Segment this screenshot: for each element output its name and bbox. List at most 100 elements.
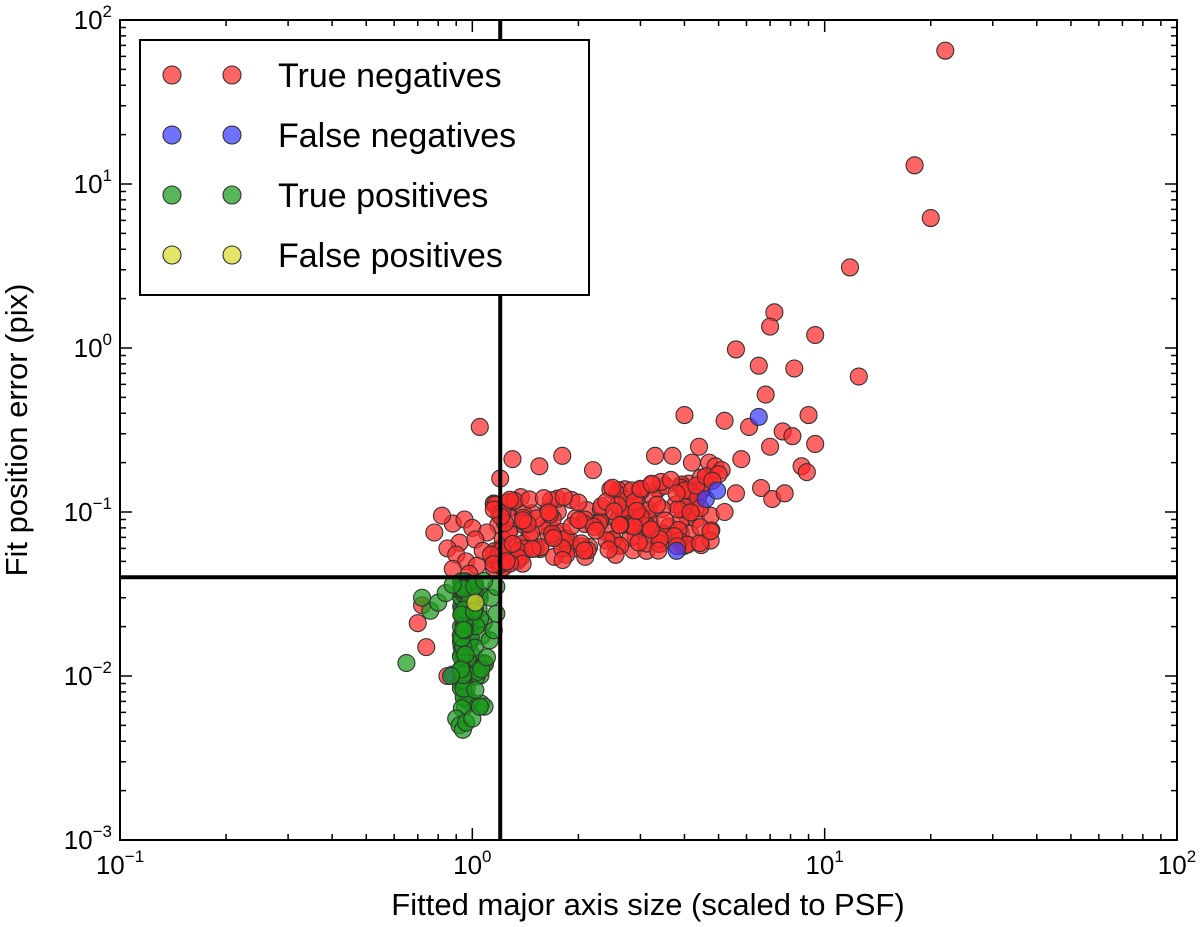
- legend-entry-true-positives: True positives: [162, 177, 488, 215]
- true-negatives-point: [553, 446, 572, 465]
- true-negatives-point: [513, 511, 533, 530]
- true-negatives-point: [539, 503, 558, 522]
- true-negatives-point: [484, 500, 503, 519]
- tick-exponent: −2: [93, 658, 112, 677]
- x-tick-label: 100: [453, 847, 491, 880]
- tick-base: 10: [453, 850, 482, 880]
- y-tick-label: 101: [74, 166, 112, 199]
- false-negatives-point: [667, 541, 686, 560]
- true-negatives-point: [681, 503, 700, 522]
- true-negatives-point: [682, 453, 701, 472]
- legend-marker: [162, 245, 182, 265]
- legend-label: False positives: [278, 237, 503, 275]
- legend-marker: [222, 185, 242, 205]
- true-negatives-point: [544, 529, 563, 548]
- plot-frame: [119, 19, 1178, 841]
- tick-base: 10: [64, 497, 93, 527]
- false-negatives-point: [708, 481, 727, 500]
- true-negatives-point: [603, 478, 622, 497]
- true-negatives-point: [629, 533, 648, 552]
- true-positives-point: [475, 571, 494, 590]
- true-negatives-point: [627, 501, 646, 520]
- true-negatives-point: [503, 534, 522, 553]
- true-negatives-point: [569, 511, 588, 530]
- true-negatives-point: [425, 523, 444, 542]
- legend-marker: [162, 125, 182, 145]
- true-negatives-point: [656, 511, 675, 530]
- true-positives-point: [466, 681, 485, 700]
- true-negatives-point: [432, 506, 452, 525]
- true-negatives-point: [642, 474, 661, 493]
- x-tick-label: 10−1: [96, 847, 144, 880]
- true-negatives-point: [554, 487, 573, 507]
- tick-exponent: −1: [125, 847, 144, 866]
- tick-base: 10: [74, 169, 103, 199]
- true-positives-point: [454, 620, 473, 639]
- true-negatives-point: [726, 484, 745, 503]
- x-tick-label: 101: [805, 847, 843, 880]
- tick-exponent: 2: [1187, 847, 1196, 866]
- legend-label: True positives: [278, 177, 488, 215]
- true-negatives-point: [583, 461, 603, 480]
- tick-exponent: 1: [834, 847, 843, 866]
- true-negatives-point: [553, 550, 572, 570]
- true-negatives-point: [645, 446, 665, 465]
- true-negatives-point: [785, 359, 804, 378]
- points-layer: [397, 41, 955, 739]
- legend-marker: [222, 65, 242, 85]
- true-positives-point: [487, 604, 506, 623]
- legend-entry-false-negatives: False negatives: [162, 117, 516, 155]
- y-tick-label: 102: [74, 2, 112, 35]
- true-negatives-point: [675, 406, 694, 425]
- tick-exponent: 0: [482, 847, 491, 866]
- legend-marker: [162, 65, 182, 85]
- tick-exponent: 2: [103, 2, 112, 21]
- true-negatives-point: [783, 427, 802, 446]
- true-negatives-point: [806, 325, 825, 345]
- true-positives-point: [397, 653, 416, 673]
- true-negatives-point: [715, 411, 734, 430]
- tick-base: 10: [1158, 850, 1187, 880]
- x-axis-label: Fitted major axis size (scaled to PSF): [391, 887, 904, 922]
- true-negatives-point: [530, 457, 549, 476]
- legend: True negatives False negatives True positi…: [139, 39, 590, 296]
- true-positives-point: [413, 588, 432, 607]
- true-negatives-point: [575, 541, 594, 560]
- true-negatives-point: [417, 638, 436, 657]
- true-negatives-point: [587, 521, 606, 540]
- tick-base: 10: [805, 850, 834, 880]
- true-negatives-point: [726, 340, 745, 359]
- true-negatives-point: [715, 502, 734, 522]
- y-tick-label: 10−3: [64, 822, 112, 855]
- true-negatives-point: [667, 484, 686, 503]
- false-positives-point: [466, 593, 485, 612]
- true-positives-point: [477, 648, 496, 667]
- tick-base: 10: [74, 5, 103, 35]
- legend-label: False negatives: [278, 117, 516, 155]
- legend-box: [139, 39, 590, 296]
- legend-marker: [162, 185, 182, 205]
- true-negatives-point: [408, 614, 427, 633]
- true-negatives-point: [641, 520, 660, 539]
- true-negatives-point: [523, 539, 542, 558]
- true-negatives-point: [936, 41, 955, 60]
- x-tick-labels: 10−1 100 101 102: [96, 847, 1196, 880]
- legend-entry-true-negatives: True negatives: [162, 57, 502, 95]
- true-negatives-point: [503, 450, 522, 469]
- y-tick-label: 10−1: [64, 494, 112, 527]
- true-negatives-point: [756, 385, 775, 404]
- true-positives-point: [470, 697, 489, 716]
- tick-exponent: −1: [93, 494, 112, 513]
- true-negatives-point: [905, 156, 924, 175]
- true-negatives-point: [849, 367, 868, 386]
- tick-base: 10: [64, 825, 93, 855]
- true-negatives-point: [701, 522, 720, 541]
- true-negatives-point: [921, 208, 940, 228]
- x-tick-label: 102: [1158, 847, 1196, 880]
- true-negatives-point: [799, 406, 818, 425]
- true-negatives-point: [732, 450, 751, 469]
- true-negatives-point: [806, 434, 825, 453]
- legend-marker: [222, 245, 242, 265]
- true-negatives-point: [470, 417, 489, 437]
